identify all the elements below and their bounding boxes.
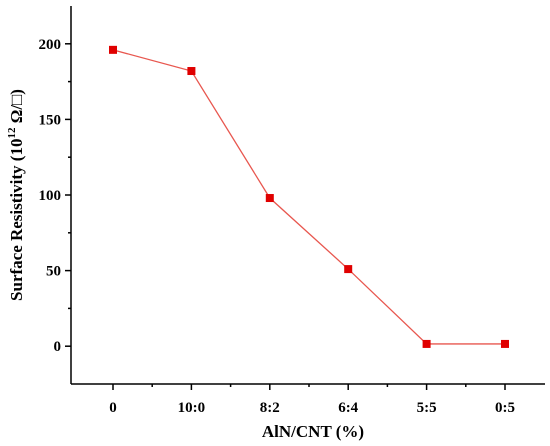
data-point — [422, 339, 431, 348]
x-tick-label: 0 — [109, 400, 117, 416]
series-line — [112, 49, 505, 345]
data-point — [344, 265, 353, 274]
data-point — [109, 45, 117, 54]
x-tick-label: 6:4 — [338, 400, 358, 416]
y-axis-title: Surface Resistivity (1012 Ω/□) — [6, 89, 26, 301]
y-axis-ticks: 0 50 100 150 200 — [39, 37, 71, 355]
y-axis-title-main: Surface Resistivity (10 — [7, 139, 26, 301]
data-point — [501, 339, 509, 348]
data-point — [265, 194, 274, 203]
y-tick-label: 200 — [39, 37, 62, 53]
axes — [70, 6, 545, 385]
x-tick-label: 0:5 — [495, 400, 515, 416]
y-tick-label: 0 — [54, 339, 62, 355]
y-axis-title-superscript: 12 — [6, 127, 18, 139]
data-series — [109, 45, 509, 348]
x-tick-label: 10:0 — [178, 400, 206, 416]
x-tick-label: 5:5 — [417, 400, 437, 416]
x-tick-label: 8:2 — [260, 400, 280, 416]
x-axis-ticks: 0 10:0 8:2 6:4 5:5 0:5 — [109, 384, 515, 416]
y-axis-title-unit: Ω/□) — [7, 89, 26, 128]
data-point — [187, 67, 196, 76]
y-tick-label: 150 — [39, 112, 62, 128]
y-tick-label: 100 — [39, 188, 62, 204]
x-axis-title: AlN/CNT (%) — [262, 422, 364, 441]
y-tick-label: 50 — [46, 264, 61, 280]
